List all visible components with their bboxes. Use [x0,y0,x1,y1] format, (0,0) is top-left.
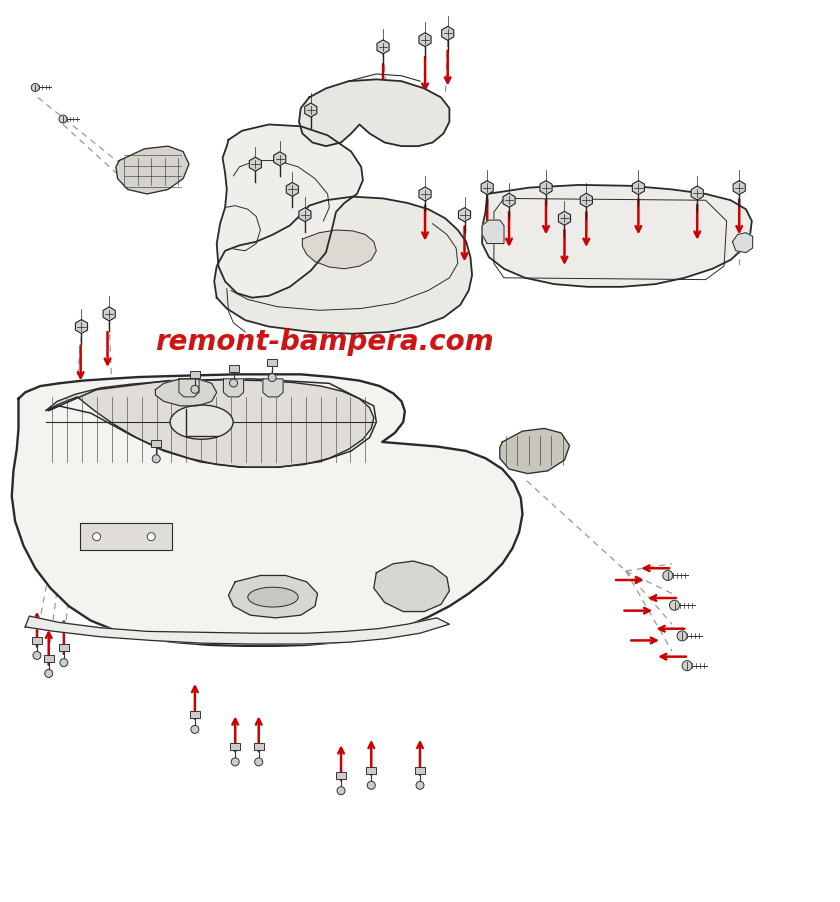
Polygon shape [302,230,376,269]
Circle shape [33,651,41,659]
Polygon shape [155,379,217,406]
Polygon shape [103,307,115,321]
Polygon shape [12,374,522,646]
Bar [415,767,425,774]
Polygon shape [482,185,752,287]
Circle shape [147,533,155,540]
Polygon shape [481,180,493,195]
Polygon shape [286,182,298,197]
Circle shape [416,781,424,789]
Polygon shape [419,187,431,201]
Polygon shape [299,207,311,222]
Polygon shape [214,197,472,334]
Polygon shape [116,146,189,194]
Polygon shape [442,26,454,41]
Polygon shape [223,379,244,397]
Circle shape [669,600,680,611]
Circle shape [231,758,239,766]
Polygon shape [540,180,552,195]
Text: remont-bampera.com: remont-bampera.com [155,328,494,356]
Bar [151,440,161,447]
Circle shape [152,455,160,463]
Polygon shape [633,180,644,195]
Bar [228,364,239,372]
Circle shape [60,658,68,667]
Polygon shape [228,575,318,618]
Polygon shape [691,186,703,200]
Polygon shape [249,157,261,171]
Polygon shape [377,40,389,54]
Circle shape [191,385,199,393]
Polygon shape [482,220,504,244]
Polygon shape [25,616,449,644]
Circle shape [677,630,687,641]
Polygon shape [732,233,753,253]
Polygon shape [299,79,449,146]
Polygon shape [46,380,374,467]
Bar [366,767,376,774]
Circle shape [191,725,199,733]
Polygon shape [217,124,363,298]
Bar [32,637,42,644]
Polygon shape [459,207,470,222]
Polygon shape [263,379,283,397]
Circle shape [229,379,238,387]
Bar [190,371,200,378]
Polygon shape [503,193,515,207]
Polygon shape [419,32,431,47]
Circle shape [337,787,345,795]
Circle shape [663,570,673,581]
Polygon shape [76,319,87,334]
Bar [190,711,200,718]
Circle shape [59,115,67,123]
Circle shape [367,781,375,789]
Polygon shape [274,152,286,166]
Polygon shape [733,180,745,195]
Bar [267,359,277,366]
Circle shape [31,84,39,91]
Circle shape [255,758,263,766]
Polygon shape [580,193,592,207]
Polygon shape [305,103,317,117]
Circle shape [682,660,692,671]
Circle shape [45,669,53,677]
Polygon shape [374,561,449,612]
Circle shape [268,373,276,382]
Bar [254,743,264,750]
Bar [230,743,240,750]
Ellipse shape [248,587,298,607]
Polygon shape [500,428,570,474]
Polygon shape [179,379,199,397]
Bar [59,644,69,651]
Bar [44,655,54,662]
Ellipse shape [170,405,234,439]
Bar [336,772,346,779]
Polygon shape [559,211,570,226]
Bar [80,523,172,550]
Circle shape [92,533,101,540]
